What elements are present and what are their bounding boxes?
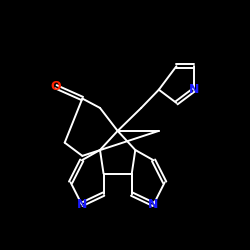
Text: O: O: [50, 80, 61, 93]
Text: N: N: [189, 83, 199, 96]
Text: N: N: [76, 198, 87, 211]
Text: N: N: [148, 198, 159, 211]
